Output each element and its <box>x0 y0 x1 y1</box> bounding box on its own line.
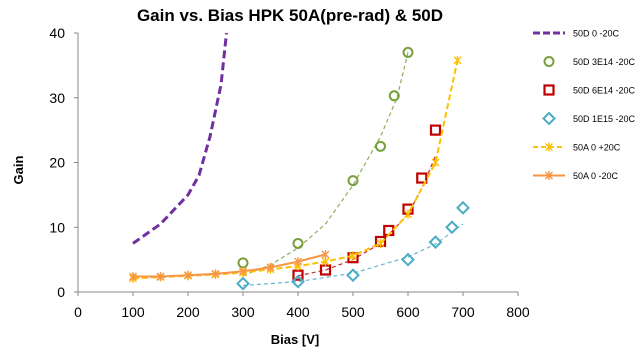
x-tick-label: 400 <box>286 304 310 320</box>
series-5-point <box>184 270 192 280</box>
series-3-point <box>236 276 250 291</box>
series-1-point <box>347 175 359 187</box>
series-3-point <box>401 252 415 267</box>
series-1-point <box>388 90 400 102</box>
series-4 <box>129 55 462 283</box>
legend-entry-4: 50A 0 +20C <box>533 142 621 153</box>
series-2-point <box>429 124 442 136</box>
series-1-trendline <box>242 52 409 277</box>
x-tick-label: 700 <box>451 304 475 320</box>
series-3-point <box>445 220 459 235</box>
series-5-point <box>129 271 137 281</box>
legend-label: 50D 6E14 -20C <box>573 86 636 96</box>
series-5-line <box>133 253 326 278</box>
y-tick-label: 40 <box>49 25 65 41</box>
x-tick-label: 300 <box>231 304 255 320</box>
series-1 <box>237 46 414 277</box>
series-0-line <box>132 32 228 245</box>
series-4-point <box>431 158 440 167</box>
series-5-point <box>321 249 330 259</box>
chart-title: Gain vs. Bias HPK 50A(pre-rad) & 50D <box>137 6 443 25</box>
series-1-point <box>402 46 414 58</box>
legend-label: 50A 0 +20C <box>573 143 621 153</box>
series-3 <box>236 200 470 291</box>
legend-label: 50A 0 -20C <box>573 171 619 181</box>
legend-entry-2: 50D 6E14 -20C <box>543 84 636 96</box>
legend-entry-0: 50D 0 -20C <box>533 29 620 39</box>
series-4-point <box>349 251 357 261</box>
legend-marker <box>545 171 553 180</box>
x-tick-label: 200 <box>176 304 200 320</box>
x-tick-label: 800 <box>506 304 530 320</box>
legend-label: 50D 1E15 -20C <box>573 114 636 124</box>
series-4-point <box>453 55 462 65</box>
legend-entry-3: 50D 1E15 -20C <box>542 111 636 126</box>
series-2-point <box>416 172 428 184</box>
y-tick-label: 10 <box>49 219 65 235</box>
series-5-point <box>239 266 247 276</box>
legend-entry-1: 50D 3E14 -20C <box>543 56 636 67</box>
legend-marker <box>543 84 555 96</box>
legend-marker <box>543 56 555 67</box>
series-2-trendline <box>297 155 437 277</box>
series-3-point <box>456 200 470 215</box>
series-2-point <box>292 269 304 281</box>
x-tick-label: 100 <box>121 304 145 320</box>
legend-label: 50D 0 -20C <box>573 29 620 39</box>
y-axis-label: Gain <box>11 155 26 184</box>
series-3-point <box>428 235 443 250</box>
y-tick-label: 30 <box>49 90 65 106</box>
legend-entry-5: 50A 0 -20C <box>533 171 619 181</box>
series-5 <box>129 249 330 281</box>
y-tick-label: 20 <box>49 155 65 171</box>
series-4-point <box>376 238 385 248</box>
series-1-point <box>237 257 249 269</box>
series-5-point <box>294 257 302 267</box>
legend-marker <box>545 142 553 152</box>
legend-label: 50D 3E14 -20C <box>573 57 636 67</box>
x-tick-label: 0 <box>74 304 82 320</box>
y-tick-label: 0 <box>57 284 65 300</box>
series-5-point <box>266 262 275 272</box>
x-axis-label: Bias [V] <box>271 332 319 347</box>
series-1-point <box>292 237 304 249</box>
x-tick-label: 600 <box>396 304 420 320</box>
series-0 <box>132 32 228 245</box>
legend: 50D 0 -20C 50D 3E14 -20C 50D 6E14 -20C 50D … <box>533 29 636 181</box>
series-3-point <box>346 268 360 283</box>
series-3-point <box>291 274 305 289</box>
x-tick-label: 500 <box>341 304 365 320</box>
legend-marker <box>542 111 556 126</box>
series-4-point <box>404 209 412 219</box>
series-1-point <box>375 140 386 152</box>
series-5-point <box>156 271 165 281</box>
series-5-point <box>211 269 220 279</box>
